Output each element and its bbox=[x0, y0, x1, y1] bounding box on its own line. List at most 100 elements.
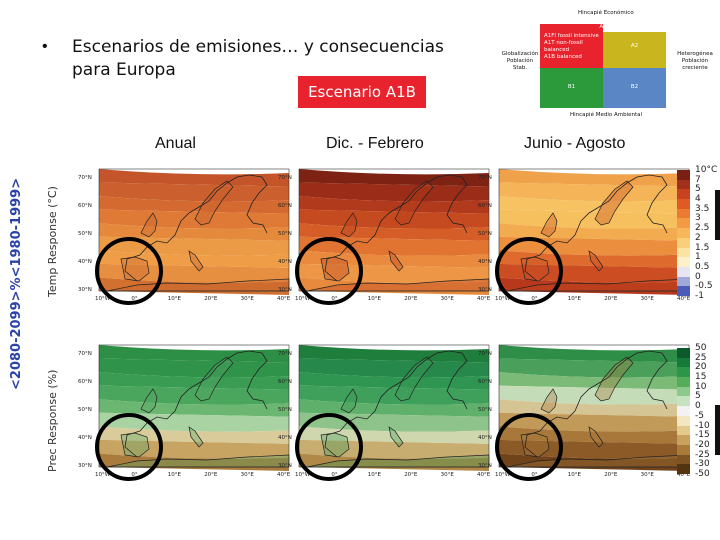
lon-label: 40°E bbox=[277, 472, 291, 478]
lon-label: 0° bbox=[131, 472, 137, 478]
map-band bbox=[499, 453, 689, 471]
highlight-circle bbox=[95, 413, 163, 481]
colorbar-tick: 2.5 bbox=[695, 223, 710, 234]
lat-label: 30°N bbox=[78, 287, 92, 293]
map-frame bbox=[98, 344, 290, 468]
map-band bbox=[499, 169, 689, 187]
map-frame bbox=[98, 168, 290, 292]
colorbar-tick: -20 bbox=[695, 439, 710, 450]
land-mass bbox=[120, 256, 150, 282]
lon-label: 30°E bbox=[641, 472, 655, 478]
map-band bbox=[99, 277, 289, 295]
map-band bbox=[299, 345, 489, 363]
map-prec-djf: 70°N 60°N 50°N 40°N 30°N 10°W 0° 10°E 20°E 30°E 40… bbox=[277, 339, 494, 484]
highlight-circle bbox=[295, 237, 363, 305]
colorbar-tick: -50 bbox=[695, 469, 710, 479]
lat-label: 40°N bbox=[478, 259, 492, 265]
map-band bbox=[499, 372, 689, 390]
colorbar-swatch bbox=[677, 386, 690, 397]
map-temp-djf: 70°N 60°N 50°N 40°N 30°N 10°W 0° 10°E 20°E 30°E 40… bbox=[277, 163, 494, 308]
map-band bbox=[99, 399, 289, 417]
lat-label: 60°N bbox=[478, 203, 492, 209]
colorbar-tick: 25 bbox=[695, 352, 707, 363]
slide-title-line1: Escenarios de emisiones… y consecuencias bbox=[72, 37, 444, 57]
map-frame bbox=[298, 344, 490, 468]
colorbar-swatch bbox=[677, 286, 690, 297]
colorbar-tick: 10°C bbox=[695, 165, 718, 175]
prec-row-label: Prec Response (%) bbox=[46, 369, 59, 472]
lat-label: 40°N bbox=[78, 435, 92, 441]
coastline bbox=[324, 350, 468, 458]
lat-label: 60°N bbox=[278, 379, 292, 385]
lat-label: 70°N bbox=[278, 351, 292, 357]
map-band bbox=[99, 236, 289, 256]
highlight-circle bbox=[95, 237, 163, 305]
map-band bbox=[99, 196, 289, 214]
land-mass bbox=[188, 250, 204, 272]
highlight-circle bbox=[295, 413, 363, 481]
map-band bbox=[99, 385, 289, 405]
colorbar-swatch bbox=[677, 276, 690, 287]
colorbar-swatch bbox=[677, 208, 690, 219]
map-band bbox=[499, 263, 689, 283]
map-band bbox=[299, 196, 489, 214]
map-canvas: 70°N60°N50°N40°N30°N10°W 0° 10°E 20°E 30°E 40… bbox=[78, 168, 291, 305]
lon-label: 10°W bbox=[295, 296, 311, 302]
colorbar-swatch bbox=[677, 444, 690, 456]
right-label-line: Heterogénea bbox=[677, 51, 713, 57]
colorbar-tick: 20 bbox=[695, 362, 707, 373]
lat-label: 40°N bbox=[478, 435, 492, 441]
map-canvas: 70°N60°N50°N40°N30°N10°W 0° 10°E 20°E 30°E 40… bbox=[478, 168, 691, 305]
coastline bbox=[524, 350, 668, 458]
right-label-line: Población bbox=[681, 58, 709, 64]
lat-label: 70°N bbox=[478, 175, 492, 181]
map-canvas: 70°N60°N50°N40°N30°N10°W 0° 10°E 20°E 30°E 40… bbox=[78, 344, 291, 481]
lon-label: 10°E bbox=[368, 296, 382, 302]
map-band bbox=[299, 169, 489, 187]
temp-row-label: Temp Response (°C) bbox=[46, 186, 59, 297]
map-band bbox=[499, 399, 689, 417]
lon-label: 30°E bbox=[241, 296, 255, 302]
quadrant-b2: B2 bbox=[603, 68, 666, 108]
colorbar-swatch bbox=[677, 406, 690, 417]
map-band bbox=[99, 426, 289, 444]
land-mass bbox=[388, 250, 404, 272]
diagram-bottom-label: Hincapié Medio Ambiental bbox=[570, 112, 643, 118]
left-label-line: Stab. bbox=[512, 65, 528, 71]
colorbar-tick: 10 bbox=[695, 381, 707, 392]
colorbar-swatch bbox=[677, 415, 690, 427]
lon-label: 40°E bbox=[477, 472, 491, 478]
map-band bbox=[299, 263, 489, 283]
map-band bbox=[299, 182, 489, 202]
lat-label: 50°N bbox=[478, 231, 492, 237]
colorbar-tick: -1 bbox=[695, 291, 704, 301]
highlight-circle bbox=[495, 413, 563, 481]
colorbar-tick: 1 bbox=[695, 252, 701, 263]
land-mass bbox=[594, 356, 634, 402]
lat-label: 50°N bbox=[78, 407, 92, 413]
quadrant-b1: B1 bbox=[540, 68, 603, 108]
colorbar-swatch bbox=[677, 170, 690, 181]
map-band bbox=[499, 385, 689, 405]
lon-label: 40°E bbox=[277, 296, 291, 302]
diagram-right-label: Heterogénea Población creciente bbox=[672, 51, 718, 72]
lat-label: 50°N bbox=[278, 407, 292, 413]
lon-label: 30°E bbox=[241, 472, 255, 478]
prec-colorbar bbox=[677, 348, 690, 475]
edge-bar bbox=[715, 405, 720, 455]
land-mass bbox=[140, 212, 158, 238]
lat-label: 60°N bbox=[478, 379, 492, 385]
land-mass bbox=[540, 212, 558, 238]
lon-label: 30°E bbox=[441, 472, 455, 478]
land-mass bbox=[194, 356, 234, 402]
lat-label: 30°N bbox=[478, 287, 492, 293]
a1-line: balanced bbox=[544, 47, 570, 53]
scenario-quadrant-diagram: A1 A1FI fossil intensive A1T non-fossil … bbox=[540, 24, 666, 116]
land-mass bbox=[320, 256, 350, 282]
lat-label: 70°N bbox=[78, 351, 92, 357]
map-band bbox=[499, 209, 689, 229]
map-band bbox=[299, 372, 489, 390]
colorbar-tick: 1.5 bbox=[695, 242, 710, 253]
colorbar-swatch bbox=[677, 218, 690, 229]
map-band bbox=[499, 236, 689, 256]
